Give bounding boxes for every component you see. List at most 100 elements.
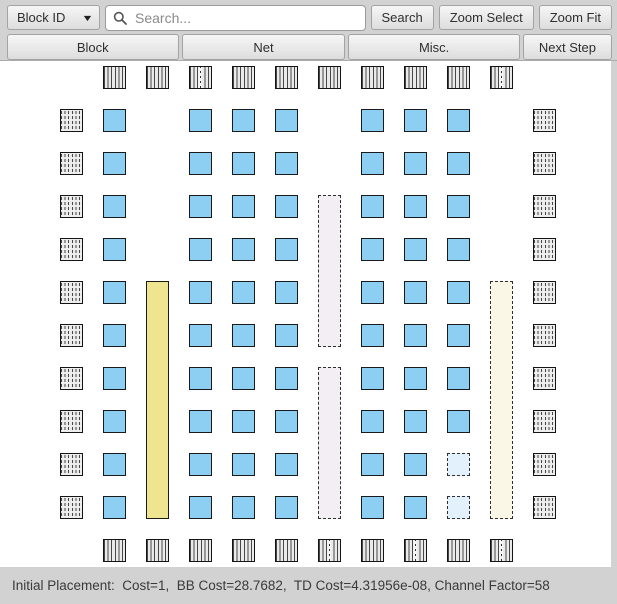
clb-block[interactable] — [232, 453, 255, 476]
clb-block[interactable] — [232, 109, 255, 132]
io-block[interactable] — [189, 66, 212, 89]
clb-block[interactable] — [447, 238, 470, 261]
io-block[interactable] — [447, 539, 470, 562]
clb-block[interactable] — [447, 281, 470, 304]
clb-block[interactable] — [275, 195, 298, 218]
io-block[interactable] — [146, 66, 169, 89]
io-block[interactable] — [232, 66, 255, 89]
clb-block[interactable] — [275, 367, 298, 390]
clb-block[interactable] — [275, 496, 298, 519]
clb-block[interactable] — [232, 195, 255, 218]
clb-block[interactable] — [189, 410, 212, 433]
zoom-fit-button[interactable]: Zoom Fit — [538, 5, 612, 30]
io-block[interactable] — [60, 238, 83, 261]
clb-block[interactable] — [232, 324, 255, 347]
clb-block[interactable] — [275, 109, 298, 132]
io-block[interactable] — [533, 109, 556, 132]
io-block[interactable] — [60, 367, 83, 390]
io-block[interactable] — [533, 281, 556, 304]
clb-block[interactable] — [361, 453, 384, 476]
io-block[interactable] — [533, 496, 556, 519]
clb-block[interactable] — [189, 195, 212, 218]
clb-block[interactable] — [361, 152, 384, 175]
io-block[interactable] — [361, 66, 384, 89]
clb-block[interactable] — [103, 238, 126, 261]
clb-block[interactable] — [447, 324, 470, 347]
clb-block[interactable] — [361, 238, 384, 261]
clb-block[interactable] — [361, 496, 384, 519]
clb-block[interactable] — [275, 324, 298, 347]
io-block[interactable] — [490, 66, 513, 89]
clb-block[interactable] — [189, 238, 212, 261]
io-block[interactable] — [533, 195, 556, 218]
clb-block[interactable] — [103, 109, 126, 132]
io-block[interactable] — [275, 539, 298, 562]
clb-block[interactable] — [404, 324, 427, 347]
clb-block[interactable] — [103, 410, 126, 433]
clb-block[interactable] — [361, 195, 384, 218]
io-block[interactable] — [533, 367, 556, 390]
clb-block[interactable] — [232, 367, 255, 390]
empty-clb-slot[interactable] — [447, 496, 470, 519]
clb-block[interactable] — [103, 281, 126, 304]
io-block[interactable] — [533, 453, 556, 476]
clb-block[interactable] — [404, 195, 427, 218]
clb-block[interactable] — [404, 496, 427, 519]
io-block[interactable] — [404, 539, 427, 562]
io-block[interactable] — [447, 66, 470, 89]
clb-block[interactable] — [189, 367, 212, 390]
io-block[interactable] — [60, 496, 83, 519]
io-block[interactable] — [103, 66, 126, 89]
io-block[interactable] — [60, 410, 83, 433]
placement-canvas[interactable] — [0, 61, 611, 567]
clb-block[interactable] — [275, 152, 298, 175]
io-block[interactable] — [146, 539, 169, 562]
io-block[interactable] — [60, 281, 83, 304]
clb-block[interactable] — [232, 496, 255, 519]
clb-block[interactable] — [361, 410, 384, 433]
clb-block[interactable] — [447, 367, 470, 390]
io-block[interactable] — [189, 539, 212, 562]
io-block[interactable] — [60, 152, 83, 175]
clb-block[interactable] — [447, 152, 470, 175]
io-block[interactable] — [533, 324, 556, 347]
empty-mult-slot[interactable] — [318, 195, 341, 347]
clb-block[interactable] — [189, 152, 212, 175]
search-button[interactable]: Search — [370, 5, 434, 30]
clb-block[interactable] — [232, 410, 255, 433]
clb-block[interactable] — [361, 281, 384, 304]
clb-block[interactable] — [103, 453, 126, 476]
clb-block[interactable] — [275, 410, 298, 433]
io-block[interactable] — [533, 410, 556, 433]
io-block[interactable] — [60, 324, 83, 347]
io-block[interactable] — [490, 539, 513, 562]
clb-block[interactable] — [103, 195, 126, 218]
clb-block[interactable] — [361, 367, 384, 390]
next-step-button[interactable]: Next Step — [522, 34, 612, 60]
block-id-dropdown[interactable]: Block ID ▼ — [7, 5, 100, 30]
io-block[interactable] — [533, 238, 556, 261]
net-menu-button[interactable]: Net — [181, 34, 346, 60]
io-block[interactable] — [60, 109, 83, 132]
clb-block[interactable] — [447, 109, 470, 132]
search-input[interactable] — [133, 8, 359, 27]
io-block[interactable] — [318, 66, 341, 89]
clb-block[interactable] — [404, 281, 427, 304]
block-menu-button[interactable]: Block — [7, 34, 179, 60]
clb-block[interactable] — [103, 496, 126, 519]
clb-block[interactable] — [189, 281, 212, 304]
clb-block[interactable] — [275, 281, 298, 304]
clb-block[interactable] — [189, 324, 212, 347]
clb-block[interactable] — [404, 453, 427, 476]
clb-block[interactable] — [103, 152, 126, 175]
clb-block[interactable] — [361, 324, 384, 347]
clb-block[interactable] — [404, 238, 427, 261]
io-block[interactable] — [232, 539, 255, 562]
clb-block[interactable] — [189, 109, 212, 132]
clb-block[interactable] — [275, 453, 298, 476]
clb-block[interactable] — [103, 367, 126, 390]
clb-block[interactable] — [275, 238, 298, 261]
io-block[interactable] — [318, 539, 341, 562]
clb-block[interactable] — [447, 410, 470, 433]
io-block[interactable] — [60, 195, 83, 218]
